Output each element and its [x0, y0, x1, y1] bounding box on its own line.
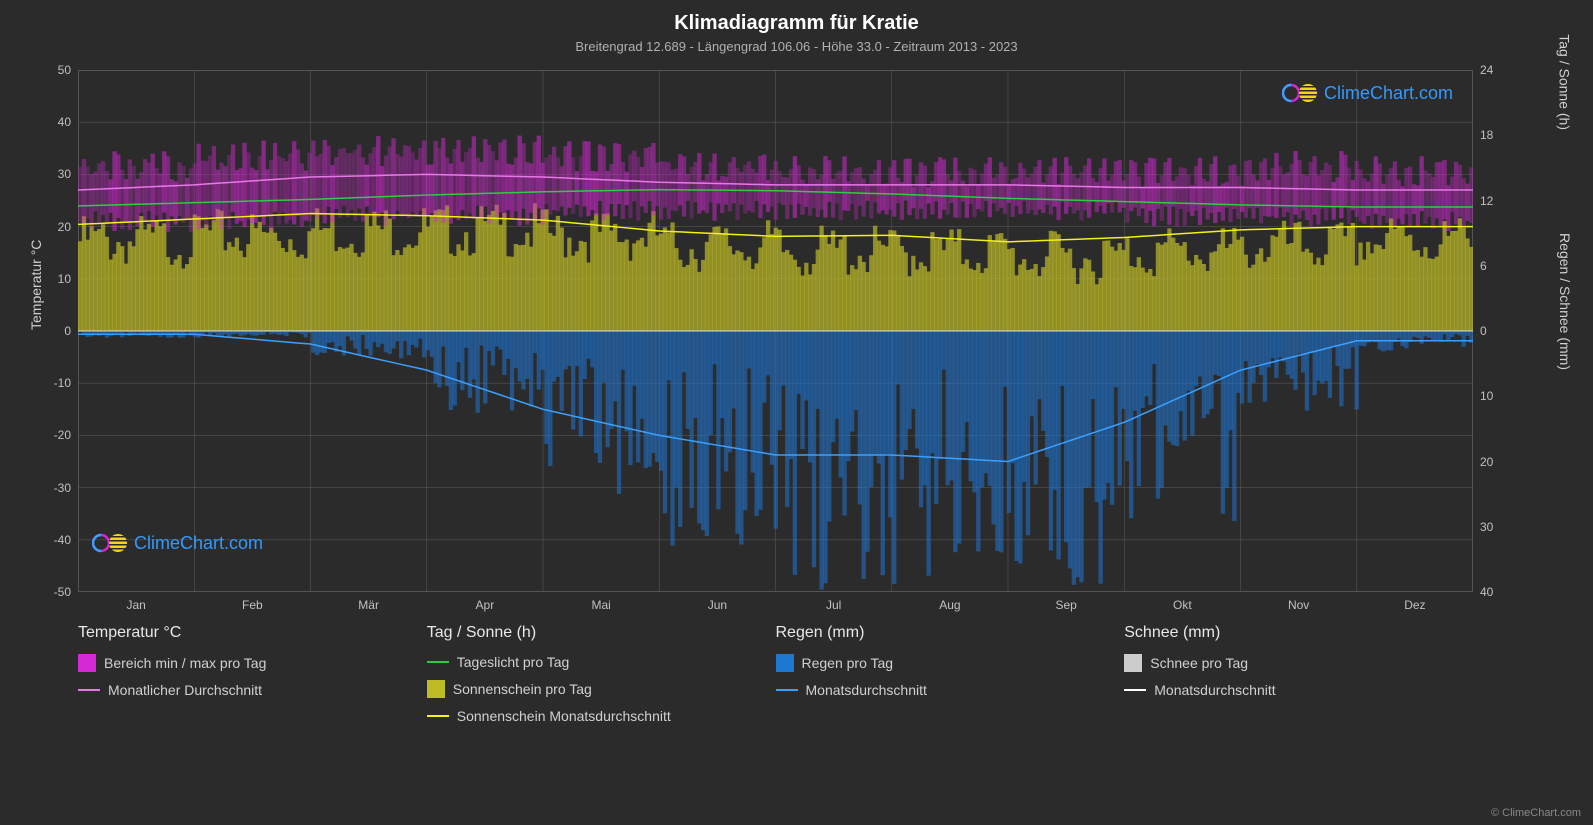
watermark: ClimeChart.com: [1282, 82, 1453, 104]
legend-item: Regen pro Tag: [776, 654, 1105, 672]
x-tick-month: Aug: [939, 598, 960, 612]
x-tick-month: Feb: [242, 598, 263, 612]
climechart-logo-icon: [92, 532, 130, 554]
legend-item: Sonnenschein Monatsdurchschnitt: [427, 708, 756, 724]
legend-swatch-icon: [1124, 654, 1142, 672]
x-tick-month: Jul: [826, 598, 841, 612]
y-tick-left: 0: [64, 324, 71, 338]
y-tick-right-hours: 0: [1480, 324, 1487, 338]
y-tick-right-hours: 6: [1480, 259, 1487, 273]
x-tick-month: Sep: [1055, 598, 1076, 612]
legend-group-title: Schnee (mm): [1124, 624, 1453, 642]
y-tick-left: 30: [58, 167, 71, 181]
y-tick-right-hours: 12: [1480, 194, 1493, 208]
watermark-text: ClimeChart.com: [1324, 83, 1453, 104]
legend-item: Sonnenschein pro Tag: [427, 680, 756, 698]
y-axis-right-bottom-label: Regen / Schnee (mm): [1557, 233, 1573, 370]
legend-group-title: Regen (mm): [776, 624, 1105, 642]
y-tick-left: 40: [58, 115, 71, 129]
y-tick-left: -30: [54, 481, 71, 495]
watermark-text: ClimeChart.com: [134, 533, 263, 554]
legend-item: Monatsdurchschnitt: [776, 682, 1105, 698]
y-tick-left: -50: [54, 585, 71, 599]
x-tick-month: Mai: [591, 598, 610, 612]
x-tick-month: Mär: [358, 598, 379, 612]
legend-item: Monatlicher Durchschnitt: [78, 682, 407, 698]
watermark: ClimeChart.com: [92, 532, 263, 554]
legend-item: Tageslicht pro Tag: [427, 654, 756, 670]
legend-group: Regen (mm) Regen pro Tag Monatsdurchschnit…: [776, 620, 1125, 738]
legend-group: Tag / Sonne (h) Tageslicht pro Tag Sonnens…: [427, 620, 776, 738]
chart-title: Klimadiagramm für Kratie: [0, 0, 1593, 35]
legend-line-icon: [776, 689, 798, 691]
x-tick-month: Dez: [1404, 598, 1425, 612]
y-tick-left: 20: [58, 220, 71, 234]
y-tick-left: 10: [58, 272, 71, 286]
legend-item: Bereich min / max pro Tag: [78, 654, 407, 672]
x-tick-month: Okt: [1173, 598, 1192, 612]
y-axis-left-label: Temperatur °C: [28, 240, 44, 330]
x-tick-month: Jun: [708, 598, 727, 612]
y-tick-right-rain: 30: [1480, 520, 1493, 534]
legend-group-title: Temperatur °C: [78, 624, 407, 642]
legend-line-icon: [427, 661, 449, 663]
legend-line-icon: [427, 715, 449, 717]
legend-line-icon: [78, 689, 100, 691]
x-tick-month: Apr: [476, 598, 495, 612]
y-tick-right-hours: 18: [1480, 128, 1493, 142]
legend-swatch-icon: [427, 680, 445, 698]
y-tick-left: 50: [58, 63, 71, 77]
chart-subtitle: Breitengrad 12.689 - Längengrad 106.06 -…: [0, 35, 1593, 54]
copyright: © ClimeChart.com: [1491, 807, 1581, 819]
legend-group: Temperatur °C Bereich min / max pro Tag Mo…: [78, 620, 427, 738]
y-tick-right-hours: 24: [1480, 63, 1493, 77]
legend-item-label: Tageslicht pro Tag: [457, 654, 570, 670]
legend-group: Schnee (mm) Schnee pro Tag Monatsdurchschn…: [1124, 620, 1473, 738]
climechart-logo-icon: [1282, 82, 1320, 104]
y-tick-right-rain: 10: [1480, 389, 1493, 403]
legend-line-icon: [1124, 689, 1146, 691]
y-tick-right-rain: 20: [1480, 455, 1493, 469]
y-tick-left: -40: [54, 533, 71, 547]
legend-item-label: Sonnenschein Monatsdurchschnitt: [457, 708, 671, 724]
legend-item: Monatsdurchschnitt: [1124, 682, 1453, 698]
legend-item-label: Monatsdurchschnitt: [1154, 682, 1275, 698]
lines-layer: [78, 70, 1473, 592]
legend-item-label: Regen pro Tag: [802, 655, 894, 671]
y-tick-left: -20: [54, 428, 71, 442]
legend-item-label: Sonnenschein pro Tag: [453, 681, 592, 697]
legend-group-title: Tag / Sonne (h): [427, 624, 756, 642]
x-tick-month: Nov: [1288, 598, 1309, 612]
y-axis-right-top-label: Tag / Sonne (h): [1557, 34, 1573, 130]
legend-item: Schnee pro Tag: [1124, 654, 1453, 672]
x-tick-month: Jan: [126, 598, 145, 612]
y-tick-left: -10: [54, 376, 71, 390]
chart-plot-area: -50-40-30-20-100102030405006121824102030…: [78, 70, 1473, 592]
legend-item-label: Monatsdurchschnitt: [806, 682, 927, 698]
y-tick-right-rain: 40: [1480, 585, 1493, 599]
legend: Temperatur °C Bereich min / max pro Tag Mo…: [78, 620, 1473, 738]
legend-swatch-icon: [776, 654, 794, 672]
legend-item-label: Monatlicher Durchschnitt: [108, 682, 262, 698]
legend-item-label: Schnee pro Tag: [1150, 655, 1248, 671]
legend-item-label: Bereich min / max pro Tag: [104, 655, 266, 671]
legend-swatch-icon: [78, 654, 96, 672]
